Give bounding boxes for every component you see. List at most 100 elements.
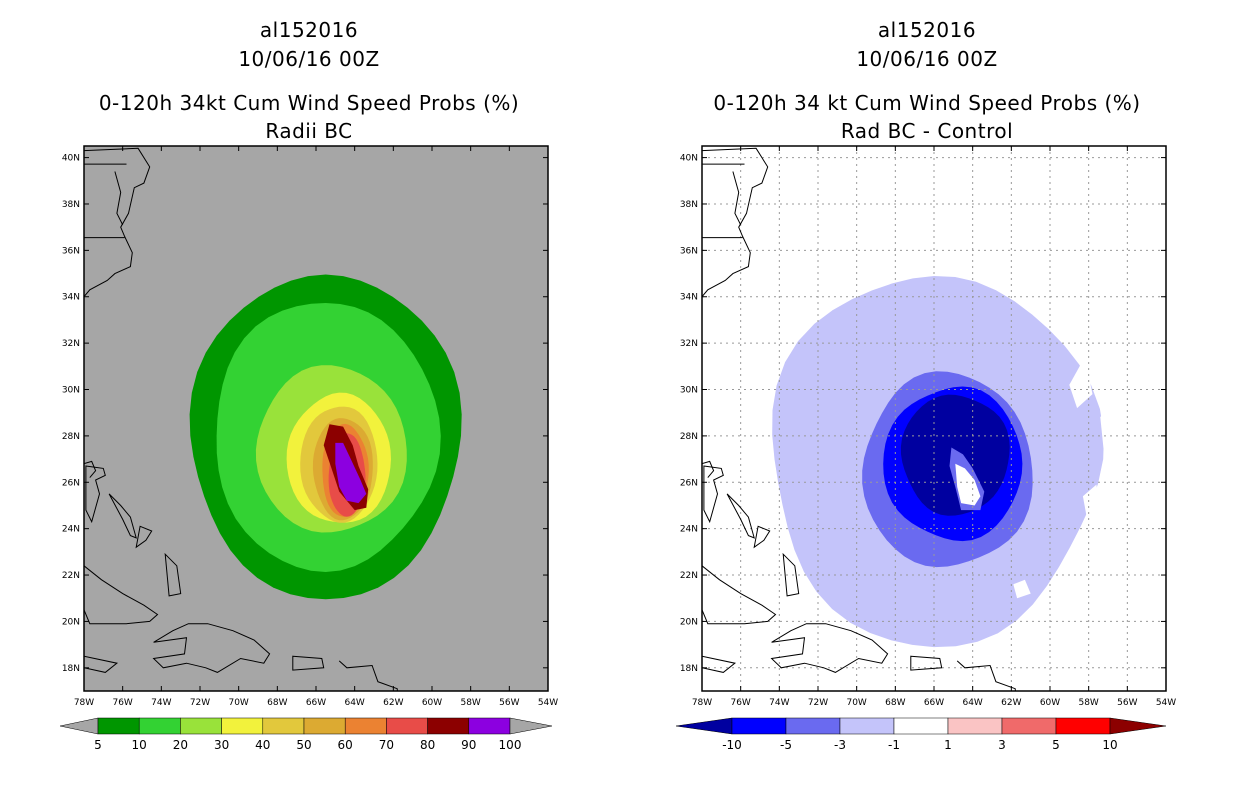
panel2-colorbar: -10 -5 -3 -1 1 3 5 10 (675, 717, 1167, 752)
coastline-florida (84, 460, 97, 478)
panel2-difference-fills (772, 276, 1116, 648)
coastline-bahamas2 (108, 493, 137, 539)
coastline-bahamas3 (135, 525, 153, 549)
colorbar-label: 3 (998, 738, 1006, 752)
coastline-hispaniola (152, 623, 271, 673)
coastline-bahamas3 (753, 525, 771, 549)
colorbar-swatch (138, 717, 181, 735)
y-tick-label: 26N (680, 478, 698, 488)
coastline-eastUS (702, 147, 769, 298)
colorbar-label: 10 (1102, 738, 1117, 752)
x-tick-label: 76W (730, 698, 750, 708)
coastline-bahamas4 (782, 552, 800, 597)
colorbar-swatch (427, 717, 470, 735)
colorbar-swatch (893, 717, 949, 735)
panel1-axis-ticks: 78W 76W 74W 72W 70W 68W 66W 64W 62W 60W 58W 56W 54W 1… (62, 146, 558, 708)
coastline-antilles (956, 660, 1016, 691)
x-tick-label: 72W (190, 698, 210, 708)
y-tick-label: 24N (680, 525, 698, 535)
colorbar-label: -1 (888, 738, 900, 752)
colorbar-swatch (731, 717, 787, 735)
colorbar-swatch (839, 717, 895, 735)
x-tick-label: 68W (267, 698, 287, 708)
y-tick-label: 26N (62, 478, 80, 488)
panel2-axis-ticks: 78W 76W 74W 72W 70W 68W 66W 64W 62W 60W 58W 56W 54W 1… (680, 146, 1176, 708)
coastline-jamaica (702, 655, 737, 673)
y-tick-label: 40N (62, 154, 80, 164)
coastline-bahamas2 (726, 493, 755, 539)
coastline-hispaniola (770, 623, 889, 673)
coastline-cuba (702, 565, 777, 625)
colorbar-swatch (221, 717, 264, 735)
coastline-cuba (84, 565, 159, 625)
panel1-title: 0-120h 34kt Cum Wind Speed Probs (%) (99, 91, 519, 115)
y-tick-label: 20N (680, 617, 698, 627)
colorbar-swatch (1055, 717, 1111, 735)
y-tick-label: 40N (680, 154, 698, 164)
coastline-antilles (338, 660, 398, 691)
colorbar-label: 30 (214, 738, 229, 752)
colorbar-overflow (509, 717, 553, 735)
x-tick-label: 58W (460, 698, 480, 708)
diff-hole-3 (1013, 579, 1031, 599)
y-tick-label: 18N (62, 664, 80, 674)
panel1-map: 78W 76W 74W 72W 70W 68W 66W 64W 62W 60W 58W 56W 54W 1… (62, 145, 558, 708)
coastline-chesapeake (114, 171, 124, 226)
panel2-map: 78W 76W 74W 72W 70W 68W 66W 64W 62W 60W 58W 56W 54W 1… (680, 145, 1176, 708)
x-tick-label: 76W (112, 698, 132, 708)
x-tick-label: 74W (769, 698, 789, 708)
diff-hole-0 (1069, 357, 1093, 409)
y-tick-label: 34N (62, 293, 80, 303)
colorbar-label: 1 (944, 738, 952, 752)
x-tick-label: 64W (344, 698, 364, 708)
x-tick-label: 60W (422, 698, 442, 708)
coastline-bahamas4 (164, 552, 182, 597)
colorbar-swatch (303, 717, 346, 735)
colorbar-swatch (97, 717, 140, 735)
x-tick-label: 64W (962, 698, 982, 708)
panel2-coastlines (702, 147, 1016, 691)
prob-band-90-100 (335, 442, 367, 504)
panel2-subtitle: Rad BC - Control (841, 119, 1013, 143)
colorbar-label: 60 (338, 738, 353, 752)
x-tick-label: 56W (1117, 698, 1137, 708)
panel2-valid-time: 10/06/16 00Z (856, 47, 997, 71)
coastline-puertoRico (292, 655, 325, 671)
colorbar-label: 5 (94, 738, 102, 752)
diff-core-positive (955, 463, 981, 506)
diff-hole-1 (1100, 403, 1116, 455)
colorbar-label: 80 (420, 738, 435, 752)
panel1-coastlines (84, 147, 398, 691)
y-tick-label: 38N (680, 200, 698, 210)
x-tick-label: 56W (499, 698, 519, 708)
x-tick-label: 70W (846, 698, 866, 708)
y-tick-label: 38N (62, 200, 80, 210)
x-tick-label: 70W (228, 698, 248, 708)
y-tick-label: 36N (62, 246, 80, 256)
x-tick-label: 66W (924, 698, 944, 708)
colorbar-swatch (344, 717, 387, 735)
colorbar-label: 100 (499, 738, 522, 752)
y-tick-label: 20N (62, 617, 80, 627)
coastline-bahamas1 (703, 465, 724, 524)
panel2-storm-id: al152016 (878, 18, 976, 42)
y-tick-label: 30N (680, 386, 698, 396)
y-tick-label: 24N (62, 525, 80, 535)
x-tick-label: 54W (538, 698, 558, 708)
panel1-subtitle: Radii BC (265, 119, 352, 143)
colorbar-underflow (675, 717, 733, 735)
colorbar-label: -3 (834, 738, 846, 752)
x-tick-label: 54W (1156, 698, 1176, 708)
y-tick-label: 32N (680, 339, 698, 349)
x-tick-label: 68W (885, 698, 905, 708)
colorbar-label: 40 (255, 738, 270, 752)
panel1-storm-id: al152016 (260, 18, 358, 42)
colorbar-label: -10 (722, 738, 742, 752)
colorbar-swatch (386, 717, 428, 735)
colorbar-swatch (180, 717, 222, 735)
coastline-florida (702, 460, 715, 478)
colorbar-swatch (785, 717, 841, 735)
y-tick-label: 36N (680, 246, 698, 256)
y-tick-label: 34N (680, 293, 698, 303)
